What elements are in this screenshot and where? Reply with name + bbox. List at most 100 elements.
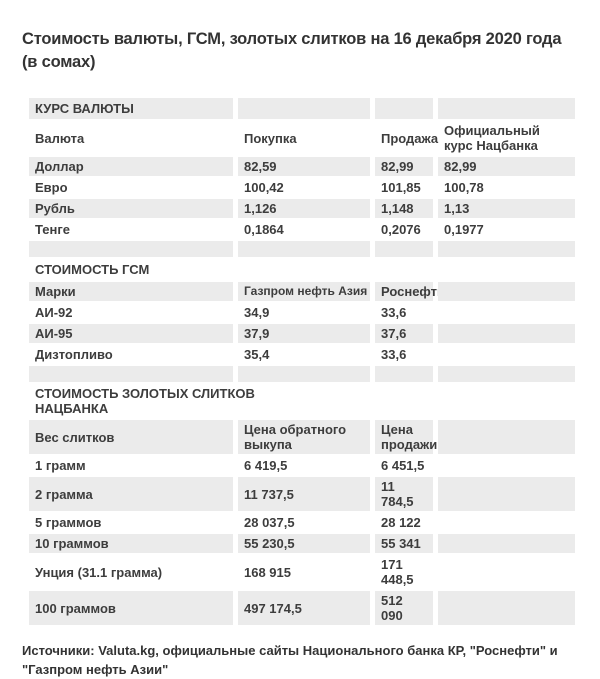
empty-cell <box>438 366 575 382</box>
row-label-cell: 100 граммов <box>29 591 233 625</box>
row-label-cell: 5 граммов <box>35 515 102 530</box>
empty-cell <box>438 456 575 475</box>
empty-cell <box>238 366 370 382</box>
saleprice-value: 28 122 <box>381 515 421 530</box>
gold-header-row: Вес слитков Цена обратного выкупа Цена п… <box>29 420 575 454</box>
official-value: 1,13 <box>438 199 575 218</box>
column-header-saleprice: Цена продажи <box>375 420 437 454</box>
buyback-value: 55 230,5 <box>238 534 370 553</box>
empty-cell <box>29 366 233 382</box>
fuel-header-row: Марки Газпром нефть Азия Роснефть <box>29 282 575 301</box>
row-ai92: АИ-92 34,9 33,6 <box>29 303 575 322</box>
section-row-fuel: СТОИМОСТЬ ГСМ <box>29 259 575 280</box>
section-row-currency: КУРС ВАЛЮТЫ <box>29 98 575 119</box>
row-label-cell: Дизтопливо <box>35 347 113 362</box>
gazprom-value: 35,4 <box>244 347 270 362</box>
section-title-currency: КУРС ВАЛЮТЫ <box>29 98 233 119</box>
sell-value: 1,148 <box>375 199 433 218</box>
empty-cell <box>438 345 575 364</box>
gazprom-value: 37,9 <box>238 324 370 343</box>
row-label-cell: 1 грамм <box>35 458 86 473</box>
column-header-buy: Покупка <box>244 130 297 146</box>
column-header-brand: Марки <box>29 282 233 301</box>
saleprice-value: 171 448,5 <box>381 557 414 587</box>
empty-cell <box>238 241 370 257</box>
saleprice-value: 6 451,5 <box>381 458 425 473</box>
sell-value: 101,85 <box>381 180 421 195</box>
official-value: 82,99 <box>438 157 575 176</box>
section-title-fuel: СТОИМОСТЬ ГСМ <box>35 262 150 277</box>
empty-cell <box>375 241 433 257</box>
sell-value: 0,2076 <box>381 222 421 237</box>
row-ounce: Унция (31.1 грамма) 168 915 171 448,5 <box>29 555 575 589</box>
empty-cell <box>438 477 575 511</box>
row-2g: 2 грамма 11 737,5 11 784,5 <box>29 477 575 511</box>
buy-value: 82,59 <box>238 157 370 176</box>
empty-cell <box>438 513 575 532</box>
empty-cell <box>438 303 575 322</box>
gazprom-value: 34,9 <box>244 305 270 320</box>
column-header-rosneft: Роснефть <box>375 282 445 301</box>
spacer-row <box>29 241 575 257</box>
row-label-cell: АИ-95 <box>29 324 233 343</box>
empty-cell <box>438 98 575 119</box>
saleprice-value: 512 090 <box>375 591 433 625</box>
empty-cell <box>438 555 575 589</box>
saleprice-value: 11 784,5 <box>375 477 433 511</box>
row-ai95: АИ-95 37,9 37,6 <box>29 324 575 343</box>
official-value: 100,78 <box>444 180 484 195</box>
empty-cell <box>438 241 575 257</box>
buyback-value: 28 037,5 <box>244 515 295 530</box>
row-5g: 5 граммов 28 037,5 28 122 <box>29 513 575 532</box>
empty-cell <box>375 98 433 119</box>
section-row-gold: СТОИМОСТЬ ЗОЛОТЫХ СЛИТКОВ НАЦБАНКА <box>29 384 575 418</box>
row-label-cell: АИ-92 <box>35 305 73 320</box>
empty-cell <box>438 282 575 301</box>
official-value: 0,1977 <box>444 222 484 237</box>
column-header-sell: Продажа <box>381 130 439 146</box>
row-label-cell: Тенге <box>35 222 71 237</box>
column-header-buyback: Цена обратного выкупа <box>238 420 370 454</box>
empty-cell <box>438 324 575 343</box>
empty-cell <box>438 591 575 625</box>
empty-cell <box>375 366 433 382</box>
buyback-value: 168 915 <box>244 564 291 580</box>
empty-cell <box>238 98 370 119</box>
row-10g: 10 граммов 55 230,5 55 341 <box>29 534 575 553</box>
spacer-row <box>29 366 575 382</box>
buy-value: 1,126 <box>238 199 370 218</box>
column-header-currency: Валюта <box>35 130 85 146</box>
page-title: Стоимость валюты, ГСМ, золотых слитков н… <box>22 30 562 71</box>
buyback-value: 11 737,5 <box>238 477 370 511</box>
rosneft-value: 37,6 <box>375 324 433 343</box>
row-label-cell: Унция (31.1 грамма) <box>35 564 163 580</box>
row-100g: 100 граммов 497 174,5 512 090 <box>29 591 575 625</box>
empty-cell <box>438 420 575 454</box>
row-ruble: Рубль 1,126 1,148 1,13 <box>29 199 575 218</box>
section-title-gold: СТОИМОСТЬ ЗОЛОТЫХ СЛИТКОВ НАЦБАНКА <box>35 386 255 416</box>
column-header-official: Официальный курс Нацбанка <box>444 123 540 153</box>
price-tables: КУРС ВАЛЮТЫ Валюта Покупка Продажа Офици… <box>29 98 575 625</box>
column-header-gazprom: Газпром нефть Азия <box>238 282 370 301</box>
rosneft-value: 33,6 <box>381 305 407 320</box>
row-label-cell: 2 грамма <box>29 477 233 511</box>
row-euro: Евро 100,42 101,85 100,78 <box>29 178 575 197</box>
rosneft-value: 33,6 <box>381 347 407 362</box>
buy-value: 100,42 <box>244 180 284 195</box>
buyback-value: 497 174,5 <box>238 591 370 625</box>
row-diesel: Дизтопливо 35,4 33,6 <box>29 345 575 364</box>
row-tenge: Тенге 0,1864 0,2076 0,1977 <box>29 220 575 239</box>
saleprice-value: 55 341 <box>375 534 433 553</box>
row-label-cell: Рубль <box>29 199 233 218</box>
row-label-cell: 10 граммов <box>29 534 233 553</box>
row-dollar: Доллар 82,59 82,99 82,99 <box>29 157 575 176</box>
currency-header-row: Валюта Покупка Продажа Официальный курс … <box>29 121 575 155</box>
empty-cell <box>29 241 233 257</box>
row-1g: 1 грамм 6 419,5 6 451,5 <box>29 456 575 475</box>
row-label-cell: Евро <box>35 180 68 195</box>
row-label-cell: Доллар <box>29 157 233 176</box>
sell-value: 82,99 <box>375 157 433 176</box>
empty-cell <box>438 534 575 553</box>
column-header-weight: Вес слитков <box>29 420 233 454</box>
